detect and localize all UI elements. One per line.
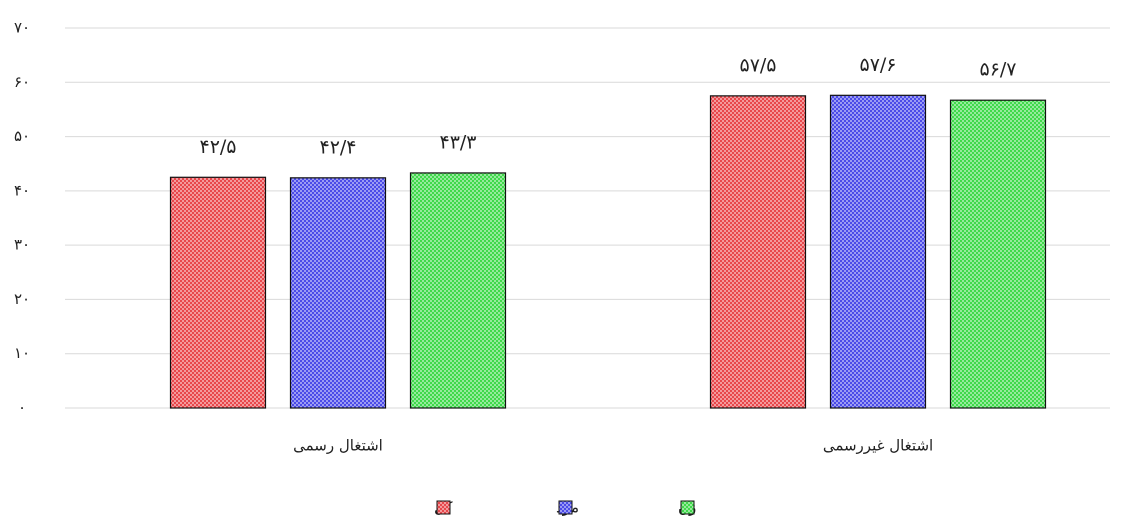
bar (289, 177, 387, 409)
legend-swatch (680, 500, 695, 515)
data-label: ۵۷/۵ (739, 54, 776, 76)
data-label: ۵۶/۷ (979, 59, 1016, 81)
data-label: ۴۲/۵ (199, 136, 236, 158)
y-tick-label: ۰ (18, 399, 26, 417)
y-tick-label: ۴۰ (14, 181, 30, 199)
bar (829, 94, 927, 409)
bar (409, 172, 507, 409)
bar (169, 176, 267, 409)
y-tick-label: ۵۰ (14, 127, 30, 145)
y-tick-label: ۲۰ (14, 290, 30, 308)
data-label: ۴۲/۴ (319, 136, 356, 158)
x-tick-label: اشتغال رسمی (293, 437, 383, 455)
y-tick-label: ۱۰ (14, 344, 30, 362)
legend-swatch (436, 500, 451, 515)
y-tick-label: ۷۰ (14, 19, 30, 37)
x-tick-label: اشتغال غیررسمی (823, 437, 933, 455)
data-label: ۴۳/۳ (439, 131, 476, 153)
data-label: ۵۷/۶ (859, 54, 896, 76)
y-tick-label: ۳۰ (14, 236, 30, 254)
bar (709, 95, 807, 409)
bar (949, 99, 1047, 409)
y-tick-label: ۶۰ (14, 73, 30, 91)
legend-swatch (558, 500, 573, 515)
